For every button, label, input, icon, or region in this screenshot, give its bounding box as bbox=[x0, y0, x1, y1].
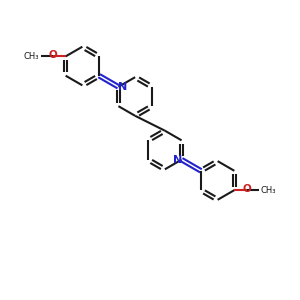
Text: CH₃: CH₃ bbox=[24, 52, 39, 61]
Text: CH₃: CH₃ bbox=[261, 186, 276, 195]
Text: O: O bbox=[49, 50, 58, 61]
Text: O: O bbox=[242, 184, 251, 194]
Text: N: N bbox=[118, 82, 128, 92]
Text: N: N bbox=[172, 155, 182, 165]
